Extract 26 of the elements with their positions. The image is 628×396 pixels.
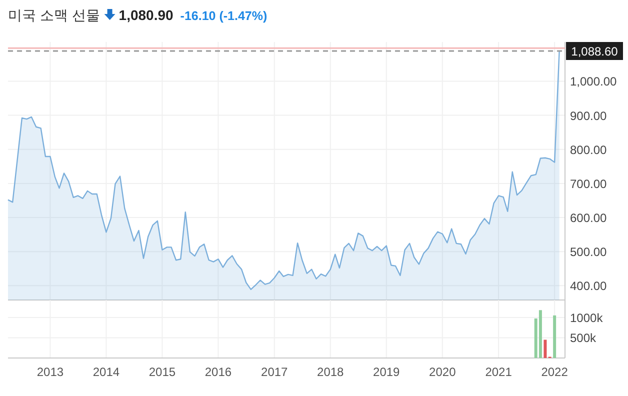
chart-title: 미국 소맥 선물	[8, 7, 100, 23]
y-tick-label: 400.00	[570, 279, 608, 294]
x-tick-label: 2018	[317, 365, 344, 379]
x-tick-label: 2019	[373, 365, 400, 379]
x-tick-label: 2015	[148, 365, 176, 379]
text: -16.10 (-1.47%)	[180, 9, 268, 23]
y-tick-label: 500.00	[570, 245, 608, 260]
y-tick-label: 800.00	[570, 142, 608, 157]
text: 1,080.90	[118, 7, 174, 23]
y-tick-label: 500k	[570, 331, 598, 346]
x-tick-label: 2017	[261, 365, 288, 379]
y-tick-label: 700.00	[570, 176, 608, 191]
x-tick-label: 2016	[204, 365, 232, 379]
y-tick-label: 1,000.00	[570, 74, 618, 89]
bar	[544, 340, 547, 358]
y-tick-label: 600.00	[570, 211, 608, 226]
ref-line-label: 1,088.60	[571, 44, 618, 58]
y-tick-label: 900.00	[570, 108, 608, 123]
y-tick-label: 1000k	[570, 310, 604, 325]
x-tick-label: 2014	[92, 365, 120, 379]
bar	[553, 315, 556, 358]
x-tick-label: 2022	[541, 365, 568, 379]
x-tick-label: 2021	[485, 365, 512, 379]
bar	[538, 310, 542, 358]
x-tick-label: 2020	[429, 365, 456, 379]
x-tick-label: 2013	[36, 365, 64, 379]
